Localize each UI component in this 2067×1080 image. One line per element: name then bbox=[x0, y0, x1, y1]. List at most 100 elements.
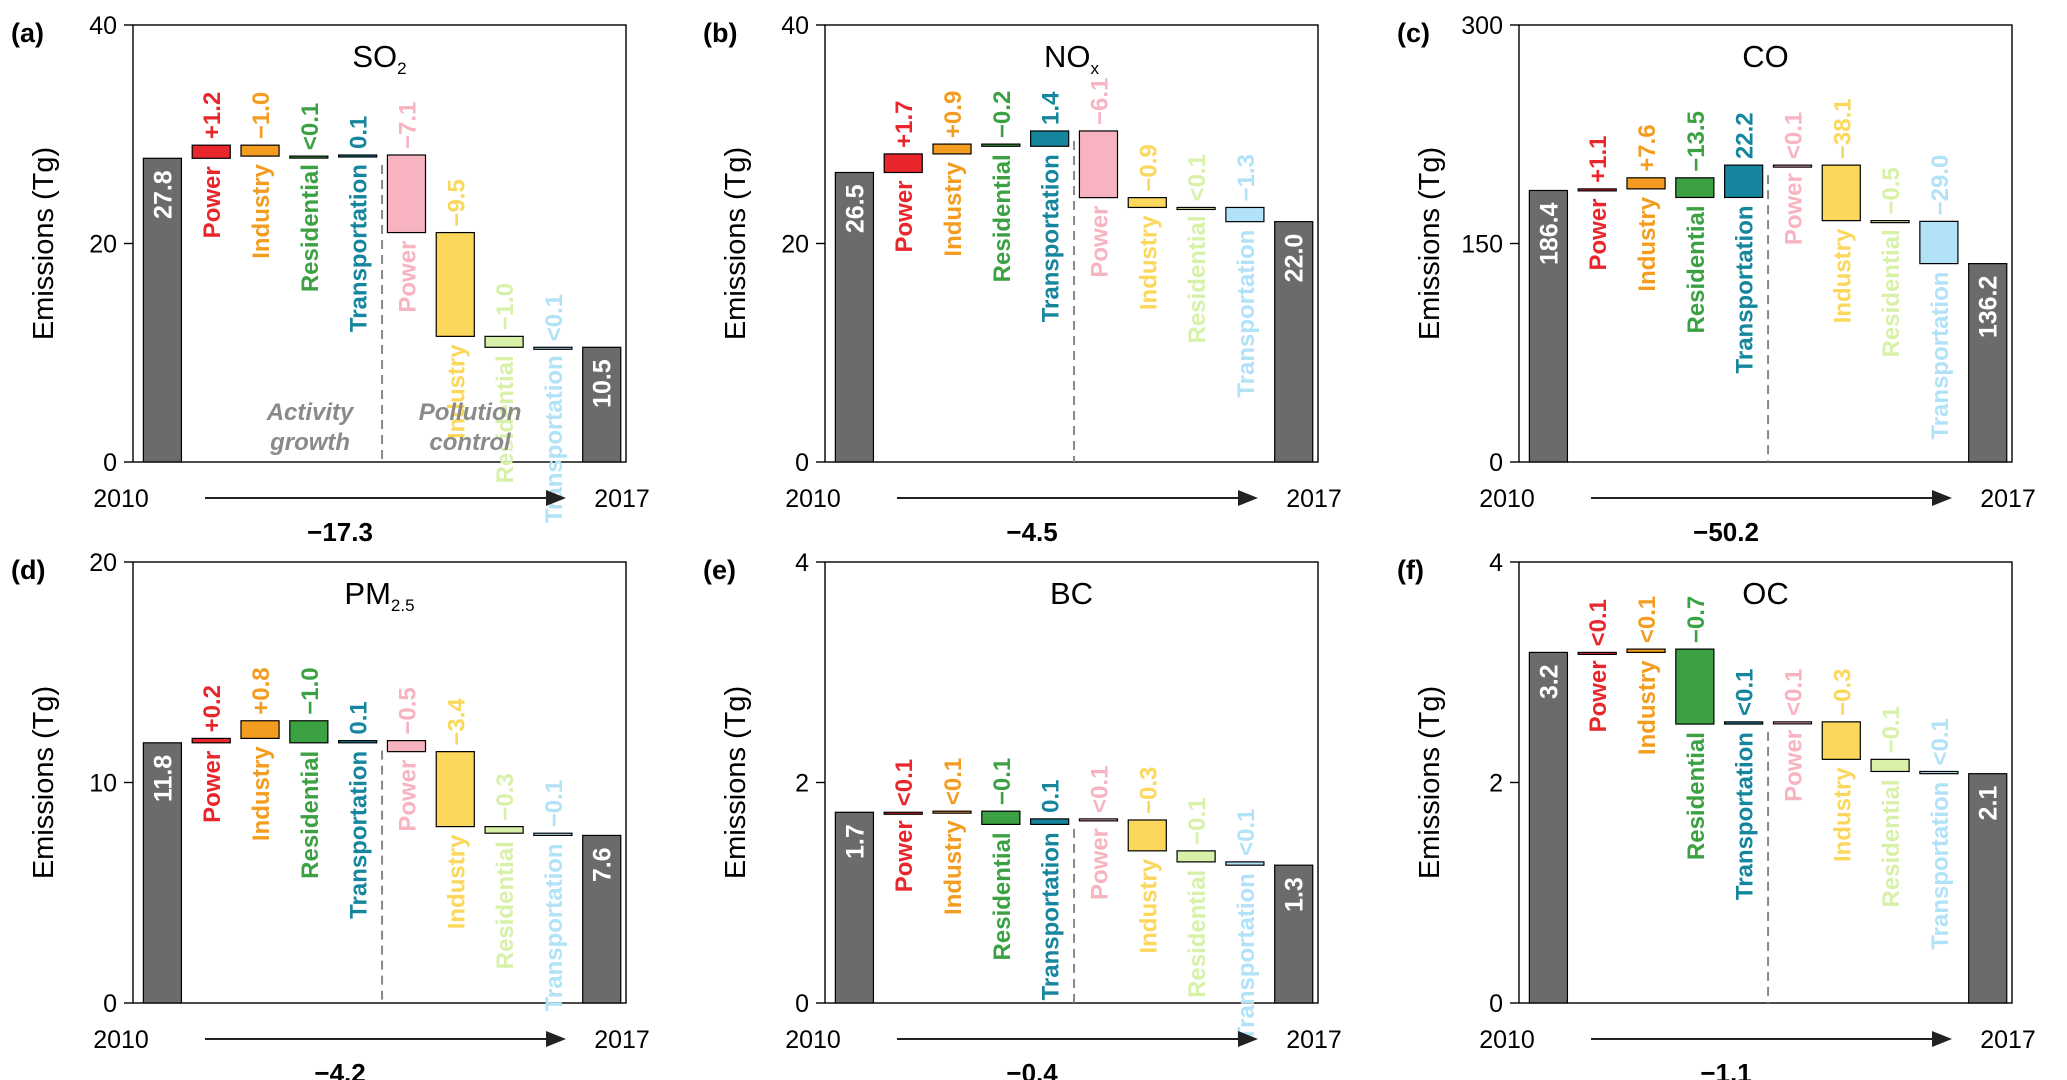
step-value-label: <0.1 bbox=[940, 758, 967, 805]
y-tick-label: 2 bbox=[795, 770, 809, 798]
step-value-label: −3.4 bbox=[443, 698, 470, 746]
step-value-label: −0.1 bbox=[989, 758, 1016, 805]
panel-label: (c) bbox=[1397, 18, 1430, 48]
step-value-label: −0.3 bbox=[1829, 668, 1856, 715]
y-tick-label: 4 bbox=[795, 549, 809, 577]
total-change-label: −4.5 bbox=[1006, 517, 1057, 547]
step-sector-label: Transportation bbox=[1038, 832, 1065, 1000]
end-total-bar bbox=[1968, 773, 2008, 1004]
end-total-bar bbox=[1274, 221, 1314, 463]
step-bar-transportation-activity bbox=[1030, 818, 1070, 825]
step-sector-label: Power bbox=[1780, 173, 1807, 245]
step-sector-label: Power bbox=[394, 760, 421, 832]
step-bar-residential-activity bbox=[1675, 648, 1715, 725]
step-value-label: +0.2 bbox=[199, 685, 226, 732]
end-year-label: 2017 bbox=[594, 1026, 650, 1054]
step-bar-transportation-control bbox=[533, 346, 573, 350]
step-value-label: +0.9 bbox=[940, 91, 967, 138]
step-value-label: −1.3 bbox=[1233, 154, 1260, 201]
start-total-bar bbox=[1528, 651, 1569, 1004]
y-tick-label: 40 bbox=[89, 12, 117, 40]
step-bar-residential-activity bbox=[981, 143, 1021, 147]
step-sector-label: Transportation bbox=[346, 164, 373, 332]
step-bar-power-activity bbox=[883, 811, 923, 815]
step-bar-industry-activity bbox=[1626, 648, 1666, 654]
step-sector-label: Residential bbox=[492, 355, 519, 483]
step-value-label: −7.1 bbox=[394, 102, 421, 149]
step-value-label: −1.0 bbox=[492, 283, 519, 330]
step-sector-label: Power bbox=[891, 820, 918, 892]
step-bar-industry-control bbox=[435, 751, 475, 828]
step-bar-industry-control bbox=[1821, 164, 1861, 222]
step-value-label: −1.0 bbox=[248, 92, 275, 139]
step-sector-label: Power bbox=[1780, 730, 1807, 802]
step-value-label: <0.1 bbox=[1634, 596, 1661, 643]
step-value-label: −1.0 bbox=[297, 667, 324, 714]
step-sector-label: Residential bbox=[989, 832, 1016, 960]
step-sector-label: Residential bbox=[1683, 205, 1710, 333]
time-arrow-head bbox=[1932, 490, 1952, 506]
step-bar-residential-activity bbox=[289, 155, 329, 159]
panel-d: 0 10 20 Emissions (Tg) (d) PM2.5 11.8 7.6 +0.2 Po… bbox=[11, 549, 650, 1080]
start-total-bar bbox=[142, 742, 183, 1004]
step-sector-label: Residential bbox=[1683, 732, 1710, 860]
step-bar-transportation-control bbox=[533, 832, 573, 837]
step-sector-label: Residential bbox=[1878, 229, 1905, 357]
panel-f: 0 2 4 Emissions (Tg) (f) OC 3.2 2.1 <0.1 Power <0.… bbox=[1397, 549, 2036, 1080]
start-total-value-label: 3.2 bbox=[1535, 664, 1563, 699]
step-bar-residential-activity bbox=[1675, 177, 1715, 199]
end-year-label: 2017 bbox=[1980, 485, 2036, 513]
step-sector-label: Transportation bbox=[1233, 230, 1260, 398]
end-total-value-label: 10.5 bbox=[589, 359, 617, 408]
time-arrow-head bbox=[546, 490, 566, 506]
end-year-label: 2017 bbox=[1980, 1026, 2036, 1054]
step-bar-power-control bbox=[1772, 164, 1813, 168]
y-tick-label: 2 bbox=[1489, 770, 1503, 798]
step-bar-residential-control bbox=[484, 335, 524, 348]
step-sector-label: Industry bbox=[1829, 767, 1856, 862]
step-value-label: −0.2 bbox=[989, 91, 1016, 138]
step-sector-label: Power bbox=[891, 180, 918, 252]
y-tick-label: 0 bbox=[103, 990, 117, 1018]
start-total-bar bbox=[142, 157, 183, 463]
step-bar-transportation-control bbox=[1919, 220, 1959, 265]
step-value-label: <0.1 bbox=[1927, 718, 1954, 765]
step-bar-transportation-activity bbox=[1724, 721, 1764, 725]
chart-title: CO bbox=[1742, 39, 1789, 74]
y-tick-label: 4 bbox=[1489, 549, 1503, 577]
step-bar-transportation-control bbox=[1919, 770, 1959, 775]
step-bar-industry-activity bbox=[932, 143, 972, 155]
time-arrow-head bbox=[1238, 490, 1258, 506]
step-sector-label: Power bbox=[1585, 660, 1612, 732]
step-sector-label: Residential bbox=[1878, 779, 1905, 907]
chart-title: OC bbox=[1742, 576, 1789, 611]
end-total-value-label: 2.1 bbox=[1975, 786, 2003, 821]
start-total-value-label: 11.8 bbox=[149, 755, 177, 802]
step-value-label: +7.6 bbox=[1634, 124, 1661, 171]
y-axis-label: Emissions (Tg) bbox=[1414, 147, 1446, 340]
step-sector-label: Residential bbox=[492, 841, 519, 969]
y-tick-label: 20 bbox=[89, 549, 117, 577]
step-value-label: −0.1 bbox=[1184, 797, 1211, 844]
step-sector-label: Residential bbox=[1184, 215, 1211, 343]
step-value-label: −29.0 bbox=[1927, 155, 1954, 216]
step-value-label: −0.9 bbox=[1135, 144, 1162, 191]
phase-label-control-2: control bbox=[429, 429, 512, 456]
step-sector-label: Power bbox=[1086, 206, 1113, 278]
step-value-label: −9.5 bbox=[443, 179, 470, 226]
y-axis-label: Emissions (Tg) bbox=[720, 147, 752, 340]
chart-title: PM2.5 bbox=[344, 576, 414, 615]
start-year-label: 2010 bbox=[1479, 485, 1535, 513]
step-bar-residential-activity bbox=[289, 720, 329, 744]
step-bar-power-activity bbox=[191, 144, 231, 159]
step-sector-label: Industry bbox=[1634, 196, 1661, 291]
y-tick-label: 20 bbox=[89, 231, 117, 259]
y-tick-label: 0 bbox=[795, 449, 809, 477]
step-value-label: <0.1 bbox=[1233, 808, 1260, 855]
step-bar-residential-control bbox=[1870, 758, 1910, 773]
step-sector-label: Industry bbox=[1135, 215, 1162, 310]
y-tick-label: 20 bbox=[781, 231, 809, 259]
step-bar-industry-activity bbox=[1626, 177, 1666, 190]
start-total-bar bbox=[1528, 189, 1569, 463]
step-sector-label: Power bbox=[1585, 198, 1612, 270]
